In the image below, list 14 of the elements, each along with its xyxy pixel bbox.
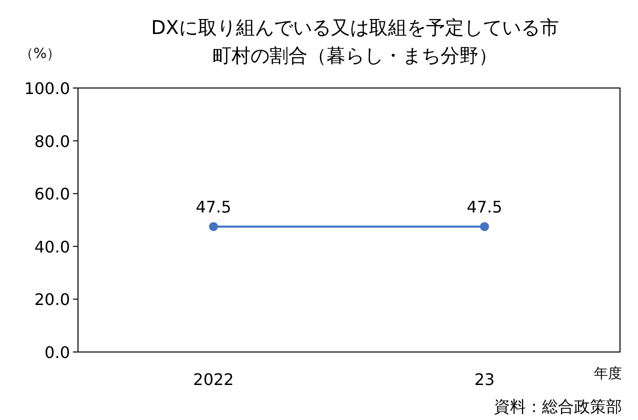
y-tick-label: 80.0 — [34, 132, 70, 151]
y-tick-label: 100.0 — [24, 79, 70, 98]
y-tick-label: 40.0 — [34, 237, 70, 256]
data-label: 47.5 — [466, 198, 502, 217]
y-tick-label: 20.0 — [34, 290, 70, 310]
x-tick-label: 23 — [474, 370, 495, 389]
text: 資料：総合政策部 — [494, 397, 622, 416]
y-axis-title: （%） — [19, 46, 61, 62]
x-axis-title: 年度 — [594, 366, 622, 382]
chart-title: DXに取り組んでいる又は取組を予定している市町村の割合（暮らし・まち分野） — [151, 17, 559, 67]
y-tick-label: 60.0 — [34, 184, 70, 204]
y-tick-label: 0.0 — [44, 343, 70, 362]
x-tick-label: 2022 — [193, 370, 234, 389]
data-label: 47.5 — [196, 198, 232, 217]
